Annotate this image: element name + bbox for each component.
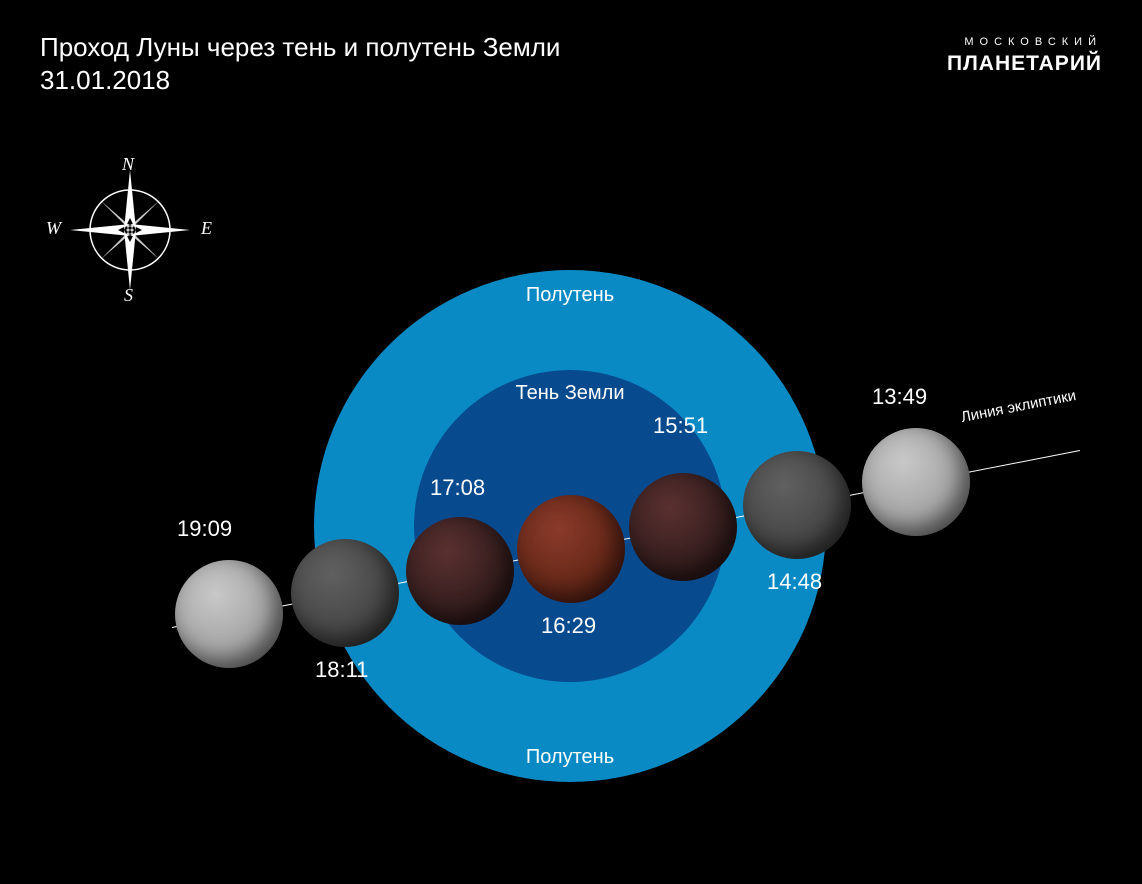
time-label: 17:08 [430,475,485,501]
ecliptic-label: Линия эклиптики [959,387,1077,426]
time-label: 18:11 [315,657,368,683]
moon-phase [406,517,514,625]
time-label: 19:09 [177,516,232,542]
moon-phase [175,560,283,668]
time-label: 14:48 [767,569,822,595]
umbra-label: Тень Земли [515,382,624,405]
penumbra-label-top: Полутень [526,284,614,307]
moon-phase [743,451,851,559]
moon-phase [629,473,737,581]
moon-phase [517,495,625,603]
eclipse-diagram: Полутень Полутень Тень Земли Линия эклиптик… [0,0,1142,884]
time-label: 16:29 [541,613,596,639]
penumbra-label-bottom: Полутень [526,746,614,769]
time-label: 15:51 [653,413,708,439]
time-label: 13:49 [872,384,927,410]
moon-phase [291,539,399,647]
moon-phase [862,428,970,536]
